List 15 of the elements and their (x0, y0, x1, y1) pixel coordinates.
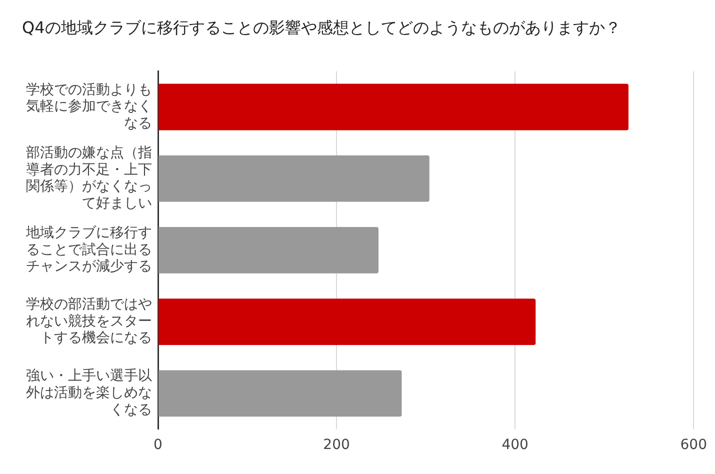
bar (158, 298, 536, 345)
chart-title: Q4の地域クラブに移行することの影響や感想としてどのようなものがありますか？ (22, 18, 621, 39)
y-tick-label: 学校での活動よりも気軽に参加できなくなる (26, 82, 152, 132)
y-tick-label: 地域クラブに移行することで試合に出るチャンスが減少する (25, 225, 152, 275)
bar (158, 155, 430, 202)
x-tick-label: 200 (323, 437, 350, 454)
y-tick-label: 部活動の嫌な点（指導者の力不足・上下関係等）がなくなって好ましい (26, 145, 152, 212)
bar (158, 370, 402, 417)
bar (158, 227, 379, 274)
x-tick-label: 0 (154, 437, 162, 454)
y-tick-label: 学校の部活動ではやれない競技をスタートする機会になる (26, 296, 152, 346)
x-tick-label: 600 (680, 437, 708, 454)
y-tick-label: 強い・上手い選手以外は活動を楽しめなくなる (26, 368, 152, 418)
bar (158, 84, 628, 130)
x-tick-label: 400 (502, 437, 528, 454)
